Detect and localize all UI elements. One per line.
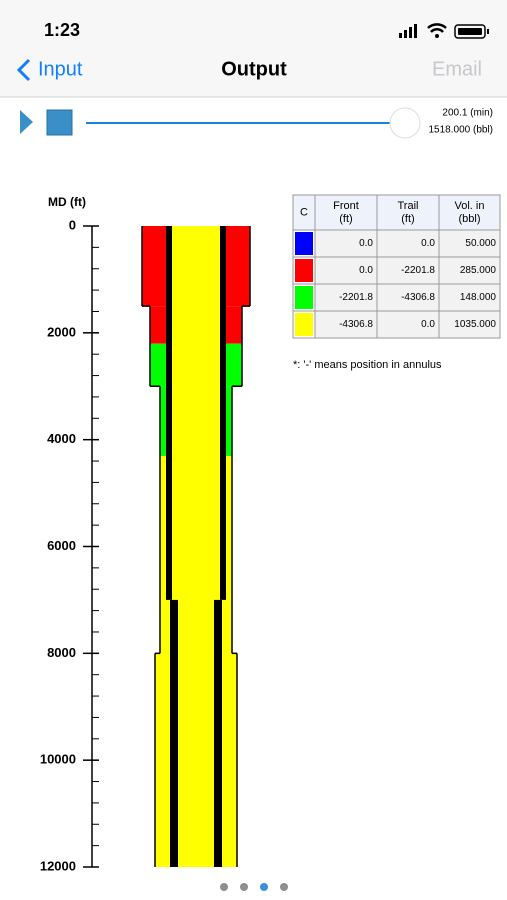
pipe-wall — [166, 226, 172, 600]
row-cell — [314, 310, 378, 339]
color-swatch — [295, 313, 313, 336]
header-text: Vol. in — [455, 200, 485, 212]
cell-text: 285.000 — [460, 265, 497, 276]
row-cell — [376, 310, 440, 339]
row-cell — [376, 256, 440, 285]
cell-text: 0.0 — [359, 238, 373, 249]
color-swatch — [295, 232, 313, 255]
axis-title: MD (ft) — [48, 195, 86, 209]
row-cell — [438, 229, 501, 258]
row-cell — [438, 310, 501, 339]
cell-text: -4306.8 — [401, 292, 435, 303]
color-swatch — [295, 259, 313, 282]
clock: 1:23 — [44, 20, 80, 40]
email-button[interactable]: Email — [432, 58, 482, 80]
header-text: C — [300, 206, 308, 218]
tick-label: 4000 — [47, 431, 76, 446]
header-text: Front — [333, 200, 359, 212]
back-button[interactable]: Input — [38, 58, 83, 80]
row-cell — [438, 256, 501, 285]
cell-text: -4306.8 — [339, 319, 373, 330]
cell-text: -2201.8 — [339, 292, 373, 303]
pipe-interior — [170, 599, 222, 867]
top-bar — [0, 0, 507, 97]
page-dot[interactable] — [260, 883, 268, 891]
tick-label: 8000 — [47, 645, 76, 660]
header-cell — [438, 194, 501, 231]
pipe-interior — [166, 226, 226, 600]
header-text: (ft) — [339, 213, 352, 225]
pipe-wall — [220, 226, 226, 600]
header-text: Trail — [398, 200, 419, 212]
cell-text: 148.000 — [460, 292, 497, 303]
cell-text: 50.000 — [465, 238, 496, 249]
page-dot[interactable] — [240, 883, 248, 891]
cell-text: 0.0 — [359, 265, 373, 276]
time-label: 200.1 (min) — [442, 108, 493, 119]
cell-text: 0.0 — [421, 319, 435, 330]
status-icons — [399, 23, 489, 39]
cell-text: -2201.8 — [401, 265, 435, 276]
cell-text: 0.0 — [421, 238, 435, 249]
tick-label: 0 — [69, 217, 76, 232]
tick-label: 10000 — [40, 752, 76, 767]
page-dot[interactable] — [220, 883, 228, 891]
tick-label: 12000 — [40, 858, 76, 873]
slider-knob[interactable] — [389, 107, 421, 139]
row-cell — [376, 229, 440, 258]
row-cell — [376, 283, 440, 312]
back-chevron[interactable] — [16, 58, 31, 82]
tick-label: 6000 — [47, 538, 76, 553]
stop-button[interactable] — [46, 109, 73, 136]
pipe-wall — [214, 599, 222, 867]
row-cell — [438, 283, 501, 312]
header-text: (bbl) — [458, 213, 480, 225]
row-cell — [314, 256, 378, 285]
tick-label: 2000 — [47, 324, 76, 339]
header-text: (ft) — [401, 213, 414, 225]
header-cell — [376, 194, 440, 231]
pipe-wall — [170, 599, 178, 867]
note: *: '-' means position in annulus — [293, 359, 442, 371]
play-button[interactable] — [20, 110, 33, 134]
color-swatch — [295, 286, 313, 309]
nav-title: Output — [221, 58, 287, 80]
page-dot[interactable] — [280, 883, 288, 891]
cell-text: 1035.000 — [454, 319, 496, 330]
volume-label: 1518.000 (bbl) — [429, 125, 494, 136]
